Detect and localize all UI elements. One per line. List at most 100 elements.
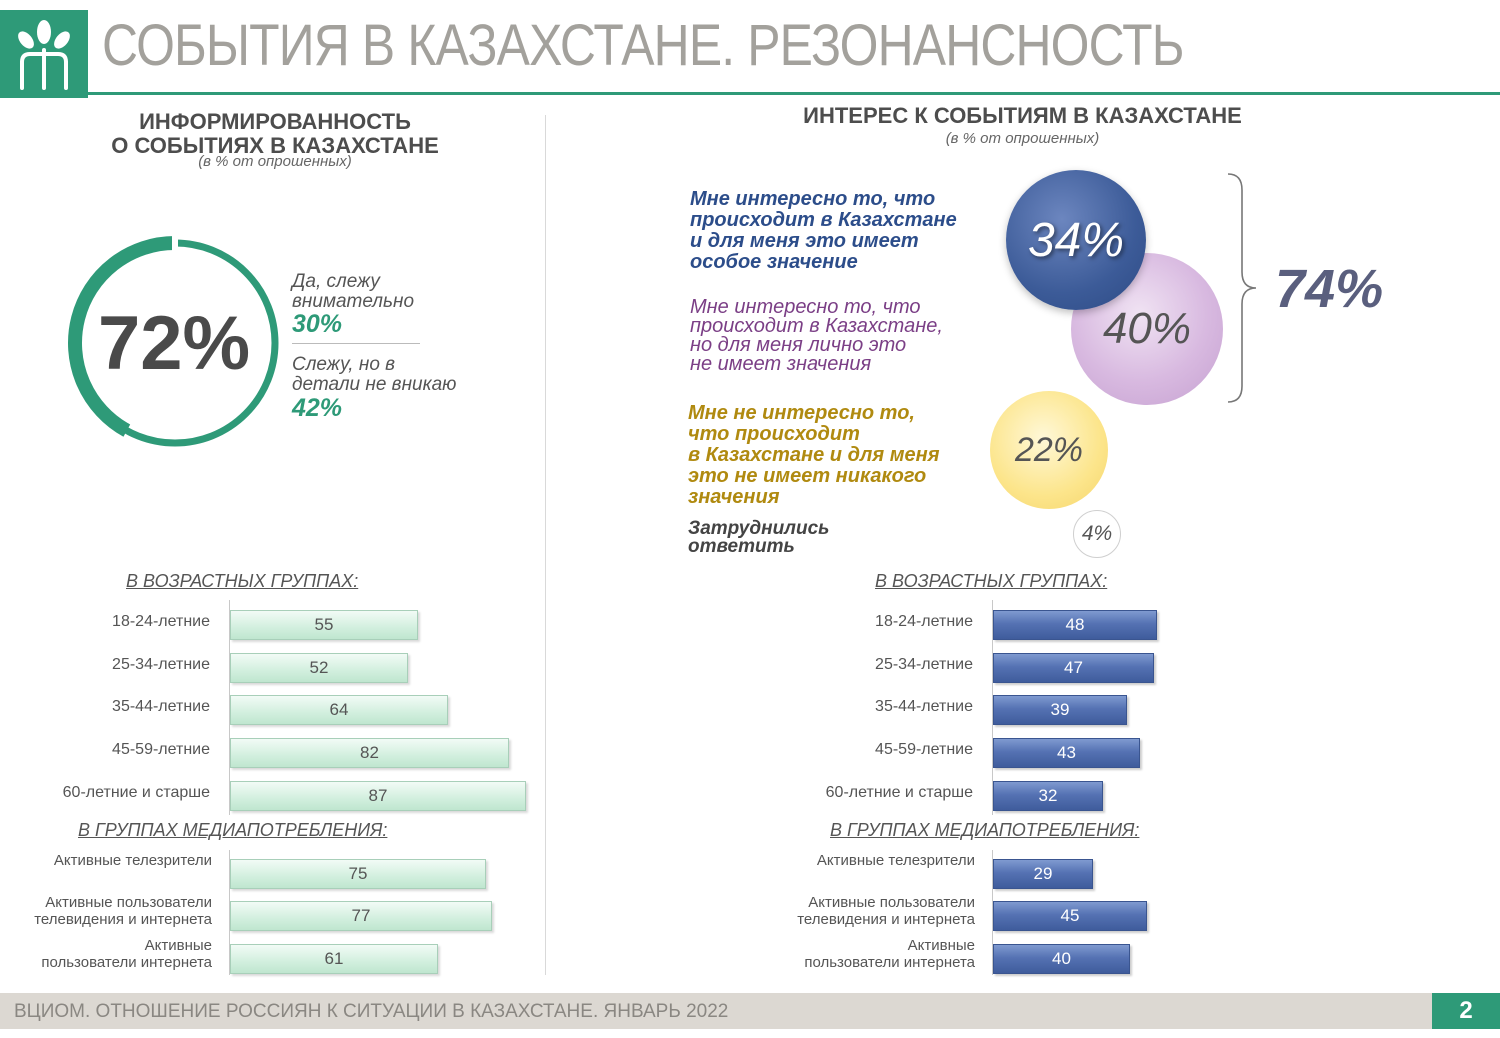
opt2-label-line2: детали не вникаю [292, 374, 457, 395]
bar-1: 48 [993, 610, 1157, 640]
bar-3: 64 [230, 695, 448, 725]
q3-line: Мне не интересно то, [688, 402, 915, 424]
footer-bar [0, 993, 1432, 1029]
bar-category-label: Активные пользователи телевидения и интер… [34, 894, 212, 928]
q1-line: особое значение [690, 251, 858, 273]
bar-category-label: 25-34-летние [875, 656, 973, 673]
q3-line: что происходит [688, 423, 860, 445]
q3-line: это не имеет никакого [688, 465, 927, 487]
bar-category-label: 18-24-летние [875, 613, 973, 630]
bar-category-label: Активные пользователи телевидения и интер… [797, 894, 975, 928]
bar-value-label: 87 [368, 786, 388, 805]
tree-logo-icon [18, 20, 70, 90]
bar-3: 39 [993, 695, 1127, 725]
bar-value-label: 45 [1060, 906, 1080, 925]
bar-category-label: 25-34-летние [112, 656, 210, 673]
interest-title: ИНТЕРЕС К СОБЫТИЯМ В КАЗАХСТАНЕ [803, 103, 1242, 128]
bar-value-label: 64 [329, 700, 349, 719]
axis-line [992, 850, 993, 975]
logo [0, 10, 88, 98]
q2-line: но для меня лично это [690, 334, 907, 356]
q2-line: не имеет значения [690, 353, 872, 375]
bar-category-label: 45-59-летние [875, 741, 973, 758]
q1-line: и для меня это имеет [690, 230, 919, 252]
q4-line: Затруднились [688, 518, 830, 539]
bar-value-label: 75 [348, 864, 368, 883]
bar-value-label: 43 [1057, 743, 1076, 762]
bar-2: 77 [230, 901, 492, 931]
bar-value-label: 55 [314, 615, 334, 634]
bar-3: 40 [993, 944, 1130, 974]
bar-2: 45 [993, 901, 1147, 931]
awareness-title: ИНФОРМИРОВАННОСТЬ О СОБЫТИЯХ В КАЗАХСТАН… [60, 110, 490, 158]
opt2-value: 42% [292, 394, 343, 422]
q1-line: Мне интересно то, что [690, 188, 936, 210]
bar-value-label: 29 [1033, 864, 1053, 883]
bar-value-label: 32 [1038, 786, 1058, 805]
axis-line [229, 600, 230, 815]
opt1-label-line2: внимательно [292, 291, 415, 312]
bar-category-label: 45-59-летние [112, 741, 210, 758]
bar-category-label: 18-24-летние [112, 613, 210, 630]
bar-2: 52 [230, 653, 408, 683]
bar-value-label: 48 [1065, 615, 1085, 634]
opt2-label: Слежу, но в детали не вникаю [292, 355, 456, 395]
interest-total: 74% [1275, 259, 1384, 319]
axis-line [992, 600, 993, 815]
bar-value-label: 52 [309, 658, 329, 677]
bar-2: 47 [993, 653, 1154, 683]
opt2-label-line1: Слежу, но в [292, 354, 396, 375]
opt1-label: Да, слежу внимательно [292, 272, 414, 312]
bar-4: 82 [230, 738, 509, 768]
bubble-22-label: 22% [1014, 430, 1084, 469]
q1-line: происходит в Казахстане [690, 209, 957, 231]
bubble-34: 34% [1006, 170, 1146, 310]
bar-category-label: Активные телезрители [53, 852, 212, 869]
opt1-label-line1: Да, слежу [292, 271, 380, 292]
opt1-value: 30% [292, 310, 343, 338]
axis-line [229, 850, 230, 975]
bar-category-label: Активные пользователи интернета [41, 937, 212, 971]
bar-1: 75 [230, 859, 486, 889]
awareness-title-line2: О СОБЫТИЯХ В КАЗАХСТАНЕ [111, 133, 439, 158]
bar-value-label: 82 [360, 743, 379, 762]
interest-q3: Мне не интересно то, что происходит в Ка… [688, 403, 939, 508]
option-separator [292, 343, 420, 344]
awareness-ring-chart [68, 235, 279, 447]
bubble-4-label: 4% [1081, 522, 1113, 545]
age-heading-right: В ВОЗРАСТНЫХ ГРУППАХ: [875, 571, 1108, 591]
header-divider [88, 92, 1500, 95]
q2-line: Мне интересно то, что [690, 296, 921, 318]
bar-4: 43 [993, 738, 1140, 768]
bubble-40-label: 40% [1102, 304, 1192, 353]
bar-category-label: Активные телезрители [816, 852, 975, 869]
bubble-34-label: 34% [1027, 213, 1125, 267]
bar-value-label: 77 [351, 906, 371, 925]
age-heading-left: В ВОЗРАСТНЫХ ГРУППАХ: [126, 571, 359, 591]
q3-line: в Казахстане и для меня [688, 444, 940, 466]
q4-line: ответить [688, 536, 795, 557]
bar-category-label: 60-летние и старше [62, 784, 210, 801]
interest-q2: Мне интересно то, что происходит в Казах… [690, 296, 943, 375]
bar-5: 87 [230, 781, 526, 811]
interest-q1: Мне интересно то, что происходит в Казах… [690, 189, 957, 273]
bar-value-label: 40 [1052, 949, 1071, 968]
bar-3: 61 [230, 944, 438, 974]
awareness-subtitle: (в % от опрошенных) [198, 153, 352, 170]
q2-line: происходит в Казахстане, [690, 315, 943, 337]
page-number: 2 [1432, 993, 1500, 1029]
bar-value-label: 47 [1064, 658, 1083, 677]
bar-value-label: 39 [1050, 700, 1070, 719]
bar-1: 55 [230, 610, 418, 640]
brace-icon [1227, 173, 1257, 403]
bar-category-label: 35-44-летние [112, 698, 210, 715]
bar-category-label: 60-летние и старше [825, 784, 973, 801]
awareness-total: 72% [98, 301, 251, 386]
bar-category-label: 35-44-летние [875, 698, 973, 715]
ring-slice-42 [68, 236, 176, 437]
bar-category-label: Активные пользователи интернета [804, 937, 975, 971]
media-heading-left: В ГРУППАХ МЕДИАПОТРЕБЛЕНИЯ: [78, 820, 388, 840]
bar-1: 29 [993, 859, 1093, 889]
bubble-22: 22% [990, 391, 1108, 509]
awareness-title-line1: ИНФОРМИРОВАННОСТЬ [139, 109, 411, 134]
